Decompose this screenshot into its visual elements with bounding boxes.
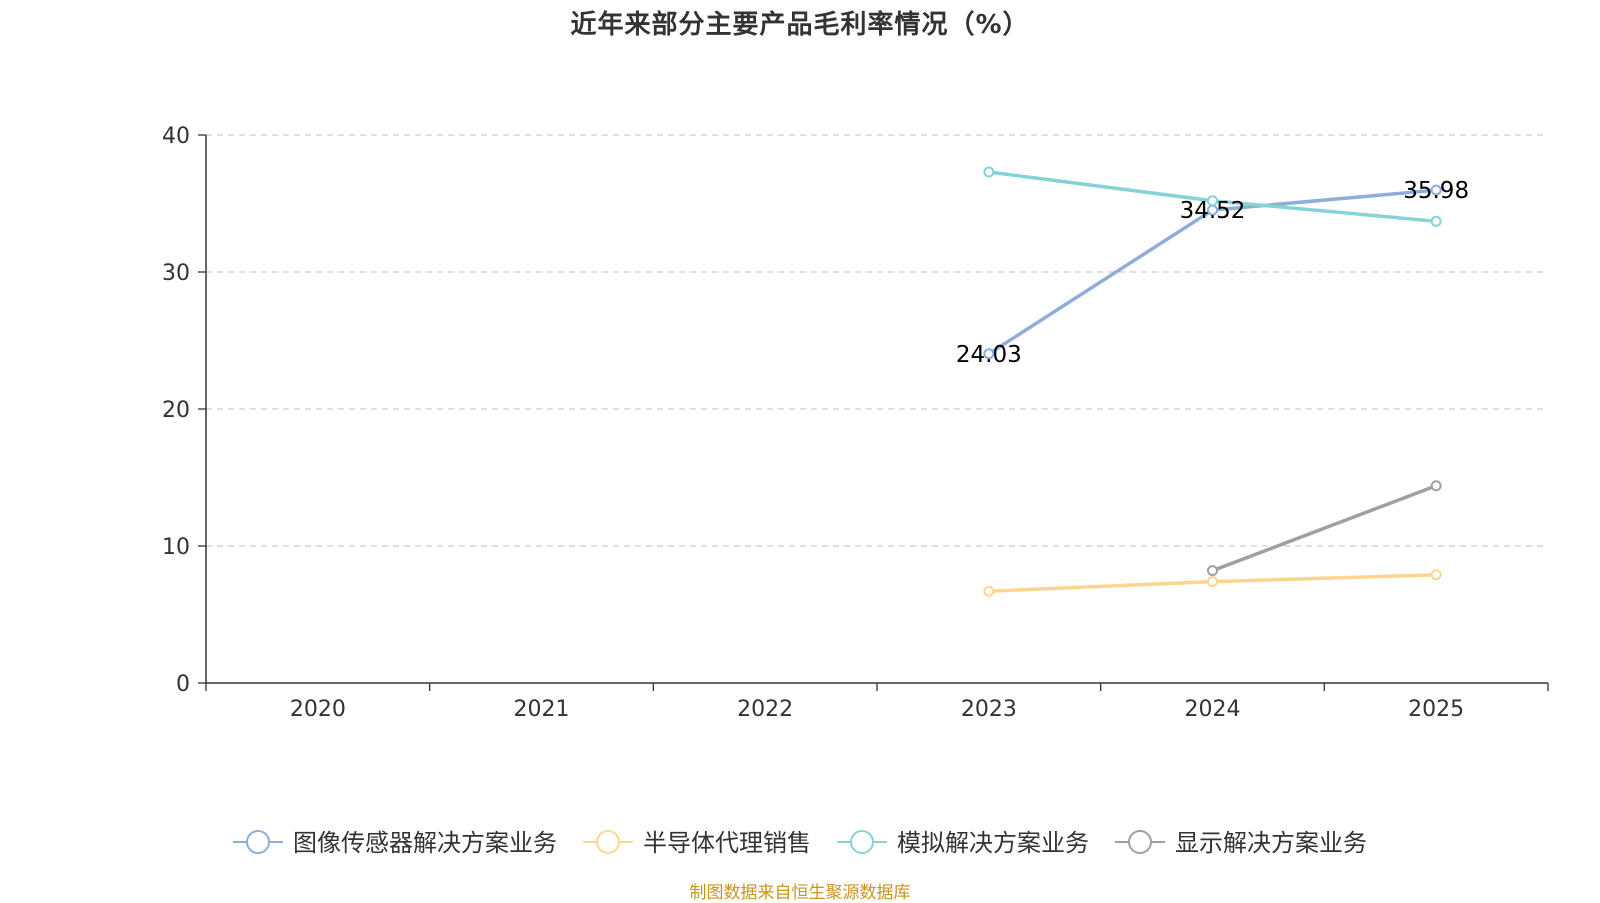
y-tick-label: 40 [162,124,190,149]
chart-title: 近年来部分主要产品毛利率情况（%） [570,10,1030,40]
data-point [1430,184,1442,196]
x-tick-label: 2023 [961,697,1017,722]
series-lines [983,166,1442,597]
legend-label: 图像传感器解决方案业务 [293,829,557,857]
x-tick-label: 2021 [514,697,570,722]
legend-marker [1128,830,1152,854]
data-point [1207,195,1218,207]
data-point [1430,480,1442,492]
y-tick-label: 0 [176,672,190,697]
legend-item[interactable]: 模拟解决方案业务 [837,829,1089,857]
data-point [1430,215,1442,227]
data-label: 34.52 [1180,198,1246,224]
axes: 0 10 20 30 40 2020 2021 2022 2023 2024 2025 [162,124,1549,722]
x-tick-label: 2025 [1408,697,1464,722]
legend-item[interactable]: 图像传感器解决方案业务 [233,829,557,857]
legend[interactable]: 图像传感器解决方案业务 半导体代理销售 模拟解决方案业务 显示解决方案业务 [233,829,1367,857]
series-line [1210,483,1438,573]
legend-label: 显示解决方案业务 [1175,829,1367,857]
data-label: 24.03 [956,342,1022,368]
legend-label: 模拟解决方案业务 [897,829,1089,857]
data-point [1207,565,1218,577]
y-tick-label: 30 [162,261,190,286]
data-point [1207,576,1218,588]
data-point [983,348,995,360]
data-point [983,166,995,178]
x-tick-label: 2020 [290,697,346,722]
x-tick-label: 2022 [737,697,793,722]
legend-item[interactable]: 显示解决方案业务 [1115,829,1367,857]
source-note: 制图数据来自恒生聚源数据库 [689,883,911,903]
data-point [983,585,995,597]
data-point [1430,569,1442,581]
data-labels: 24.03 34.52 35.98 [956,178,1469,368]
legend-marker [596,830,620,854]
x-tick-label: 2024 [1185,697,1241,722]
legend-item[interactable]: 半导体代理销售 [583,829,811,857]
legend-marker [246,830,270,854]
legend-label: 半导体代理销售 [643,829,811,857]
legend-marker [850,830,874,854]
y-tick-label: 20 [162,398,190,423]
data-label: 35.98 [1403,178,1469,204]
y-tick-label: 10 [162,535,190,560]
grid-lines [206,134,1548,547]
